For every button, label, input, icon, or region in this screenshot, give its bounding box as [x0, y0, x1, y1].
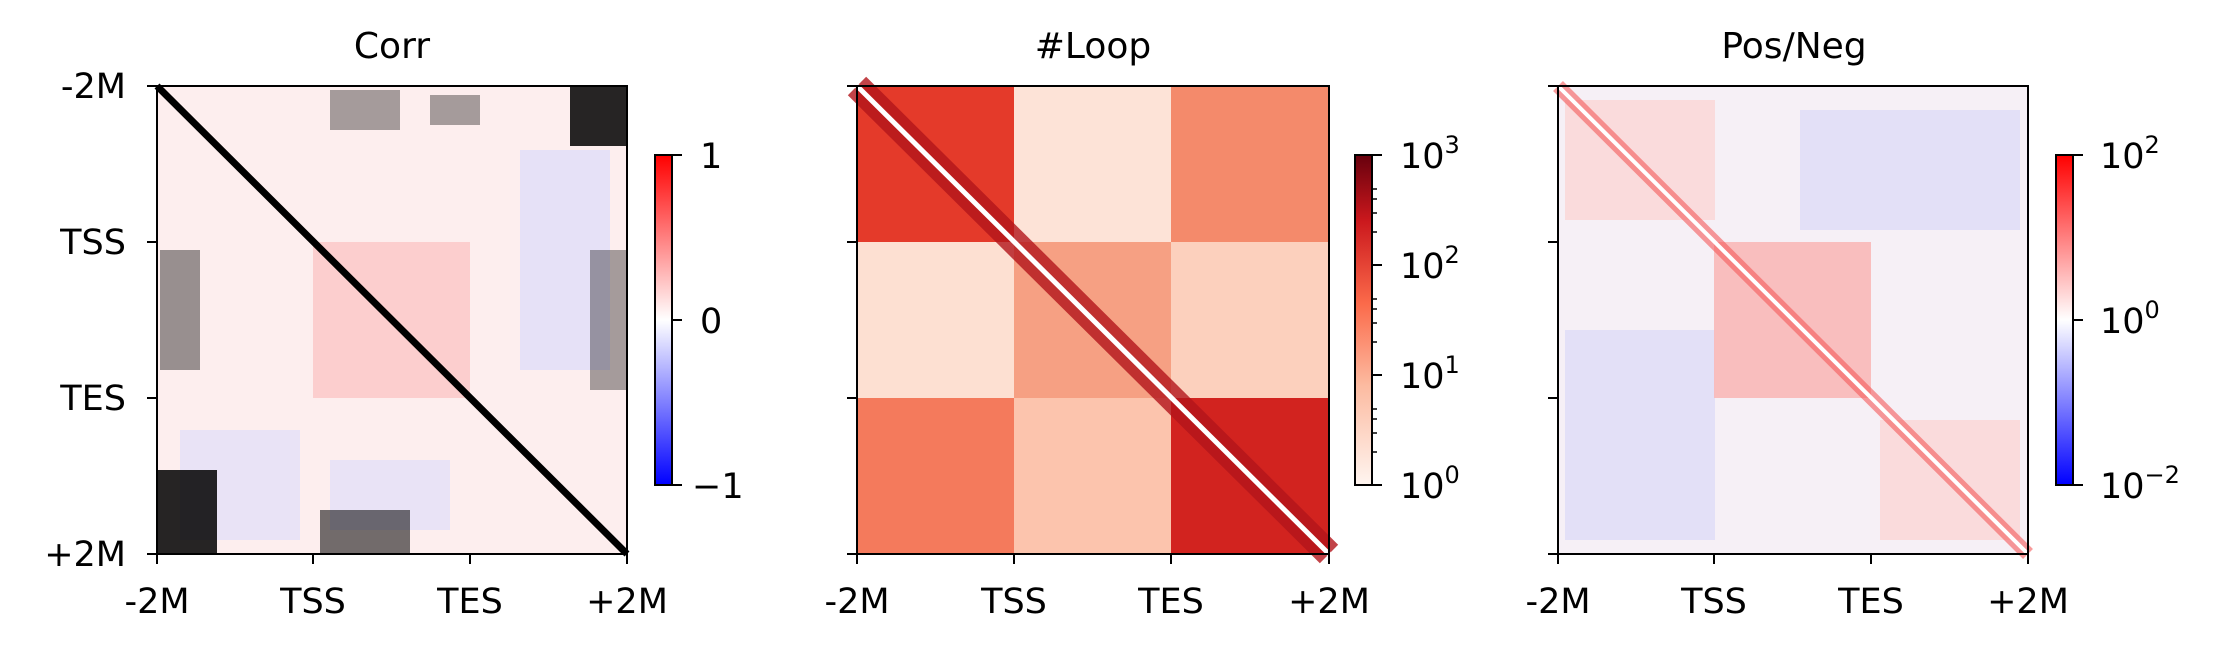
panel-corr: Corr -2M: [44, 26, 743, 622]
heatmap-block-top-right: [1171, 86, 1329, 242]
colorbar-tick-label: −1: [692, 467, 744, 507]
axes-frame: [856, 85, 1330, 555]
x-tick-label: TSS: [980, 582, 1047, 622]
noise-corner-top-right: [330, 86, 627, 146]
y-tick-label: +2M: [44, 535, 126, 575]
x-tick-label: -2M: [824, 582, 889, 622]
heatmap-diagonal: [855, 84, 1331, 556]
x-ticks: -2M TSS TES +2M: [124, 554, 668, 622]
x-tick-label: +2M: [1987, 582, 2069, 622]
colorbar-minor-ticks: [1372, 188, 1377, 453]
heatmap-corr: [154, 83, 630, 557]
heatmap-block-mid-right: [1171, 242, 1329, 398]
panel-posneg: Pos/Neg -2M TSS TES +2M: [1525, 26, 2179, 622]
heatmap-block-bottom-left: [857, 398, 1014, 554]
colorbar-gradient: [2055, 154, 2074, 486]
heatmap-diagonal: [1556, 84, 2030, 556]
heatmap-loop: [847, 76, 1339, 564]
axes-frame: [1557, 85, 2029, 555]
x-tick-label: TES: [1137, 582, 1204, 622]
x-ticks: -2M TSS TES +2M: [824, 554, 1370, 622]
colorbar-tick-label: 1: [700, 137, 722, 177]
x-tick-label: TES: [436, 582, 503, 622]
x-tick-label: TES: [1837, 582, 1904, 622]
colorbar-tick-label: 103: [1400, 131, 1460, 177]
y-tick-label: TES: [59, 379, 126, 419]
y-ticks: [1548, 85, 1558, 555]
x-tick-label: -2M: [1525, 582, 1590, 622]
heatmap-diagonal: [154, 83, 630, 557]
x-ticks: -2M TSS TES +2M: [1525, 554, 2069, 622]
colorbar-loop: 103 102 101 100: [1354, 131, 1460, 507]
panel-title: Pos/Neg: [1721, 26, 1866, 67]
x-tick-label: -2M: [124, 582, 189, 622]
heatmap-block-blue-right: [520, 150, 610, 370]
colorbar-tick-label: 10−2: [2100, 461, 2180, 507]
colorbar-tick-label: 102: [1400, 241, 1460, 287]
colorbar-gradient: [1354, 154, 1373, 486]
panel-title: #Loop: [1035, 26, 1152, 67]
colorbar-posneg: 102 100 10−2: [2055, 131, 2180, 507]
colorbar-corr: 1 0 −1: [654, 137, 744, 507]
x-tick-label: TSS: [279, 582, 346, 622]
panel-loop: #Loop -2M TSS TES +2M: [824, 26, 1459, 622]
x-tick-label: +2M: [586, 582, 668, 622]
y-tick-label: -2M: [61, 67, 126, 107]
heatmap-block-top-mid: [1014, 86, 1171, 242]
heatmap-posneg: [1553, 81, 2033, 559]
colorbar-tick-label: 0: [700, 302, 722, 342]
colorbar-gradient: [654, 154, 673, 486]
heatmap-block-top-right-blue: [1800, 110, 2020, 230]
colorbar-tick-label: 101: [1400, 351, 1460, 397]
y-ticks: [847, 85, 857, 555]
noise-corner-bottom-left: [157, 250, 627, 554]
panel-title: Corr: [354, 26, 430, 67]
x-tick-label: TSS: [1680, 582, 1747, 622]
colorbar-tick-label: 100: [2100, 296, 2160, 342]
axes-frame: [156, 85, 628, 555]
colorbar-tick-label: 100: [1400, 461, 1460, 507]
heatmap-block-bottom-left-blue: [1565, 330, 1715, 540]
heatmap-block-mid-left: [857, 242, 1014, 398]
heatmap-block-bottom-mid: [1014, 398, 1171, 554]
y-ticks: -2M TSS TES +2M: [44, 67, 157, 575]
y-tick-label: TSS: [59, 223, 126, 263]
colorbar-tick-label: 102: [2100, 131, 2160, 177]
x-tick-label: +2M: [1288, 582, 1370, 622]
